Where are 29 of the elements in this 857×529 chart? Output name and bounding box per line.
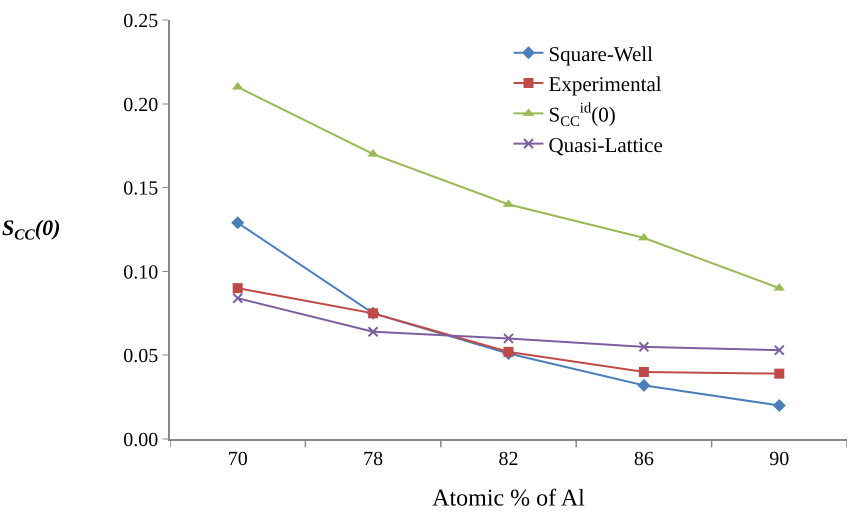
legend-label: Quasi-Lattice [548,132,663,157]
point [232,283,243,294]
point [503,332,514,344]
point [368,326,379,338]
point [638,341,650,352]
point [774,344,785,356]
y-tick-label: 0.05 [123,345,158,368]
point [231,216,244,230]
y-tick-label: 0.20 [123,94,158,116]
y-tick-label: 0.15 [123,178,158,200]
point [774,368,784,379]
y-tick-label: 0.00 [123,429,158,451]
x-axis-title: Atomic % of Al [432,486,586,512]
point [772,398,786,412]
x-tick-label: 86 [634,448,654,470]
x-tick-label: 82 [498,448,518,470]
legend-label: S$_{CC}$$^{id}$(0) [548,100,616,130]
y-tick-label: 0.10 [123,261,158,284]
point [232,292,244,304]
y-tick-label: 0.25 [123,10,158,32]
legend-label: Square-Well [548,42,654,66]
y-axis-title: S$_{CC}$(0) [2,215,60,244]
legend-label: Experimental [548,72,662,96]
x-tick-label: 70 [228,448,248,470]
point [637,378,650,392]
x-tick-label: 78 [363,448,384,470]
point [638,366,649,377]
x-tick-label: 90 [769,448,790,470]
point [504,346,514,357]
